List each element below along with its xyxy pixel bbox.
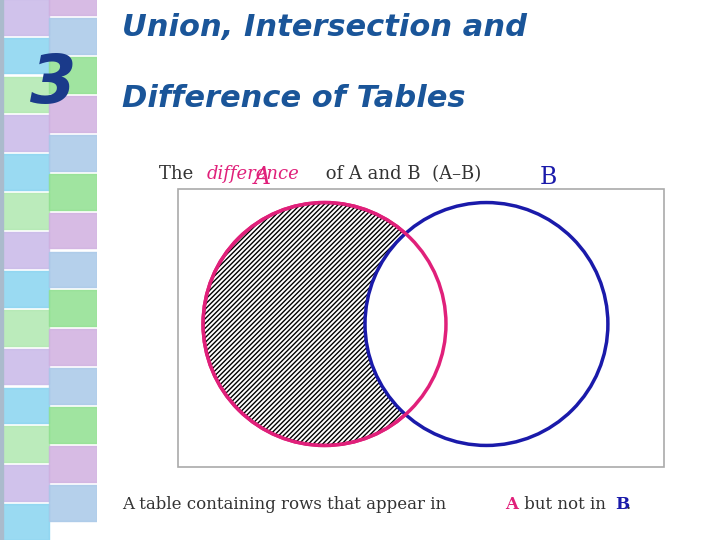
Bar bbox=[49, 135, 97, 171]
Text: 3: 3 bbox=[30, 51, 76, 117]
Bar bbox=[0, 0, 49, 35]
Bar bbox=[49, 485, 97, 521]
Bar bbox=[0, 310, 49, 346]
Bar bbox=[0, 427, 49, 462]
Bar bbox=[49, 368, 97, 404]
Bar bbox=[49, 407, 97, 443]
Bar bbox=[0, 349, 49, 384]
Text: A: A bbox=[253, 166, 271, 189]
Text: Union, Intersection and: Union, Intersection and bbox=[122, 14, 527, 43]
Bar bbox=[0, 77, 49, 112]
Bar bbox=[49, 96, 97, 132]
Text: The: The bbox=[160, 165, 199, 183]
Bar bbox=[49, 329, 97, 365]
Ellipse shape bbox=[365, 202, 608, 446]
Bar bbox=[0, 504, 49, 540]
Text: A table containing rows that appear in: A table containing rows that appear in bbox=[122, 496, 451, 514]
Bar bbox=[0, 232, 49, 268]
Text: but not in: but not in bbox=[519, 496, 611, 514]
Bar bbox=[0, 193, 49, 229]
Text: .: . bbox=[626, 496, 631, 514]
Text: A: A bbox=[505, 496, 518, 514]
Bar bbox=[49, 0, 97, 15]
Bar bbox=[49, 252, 97, 287]
Bar bbox=[49, 213, 97, 248]
Bar bbox=[178, 189, 664, 467]
Bar bbox=[0, 38, 49, 73]
Text: difference: difference bbox=[206, 165, 299, 183]
Bar bbox=[49, 446, 97, 482]
Bar bbox=[0, 271, 49, 307]
Bar bbox=[49, 291, 97, 326]
Bar bbox=[0, 154, 49, 190]
Bar bbox=[0, 388, 49, 423]
Bar bbox=[49, 174, 97, 210]
Bar bbox=[0, 465, 49, 501]
Ellipse shape bbox=[203, 202, 446, 446]
Text: B: B bbox=[615, 496, 629, 514]
Text: of A and B  (A–B): of A and B (A–B) bbox=[320, 165, 481, 183]
Bar bbox=[0, 116, 49, 151]
Bar bbox=[49, 18, 97, 54]
Bar bbox=[49, 57, 97, 93]
Text: B: B bbox=[540, 166, 557, 189]
Text: Difference of Tables: Difference of Tables bbox=[122, 84, 466, 113]
